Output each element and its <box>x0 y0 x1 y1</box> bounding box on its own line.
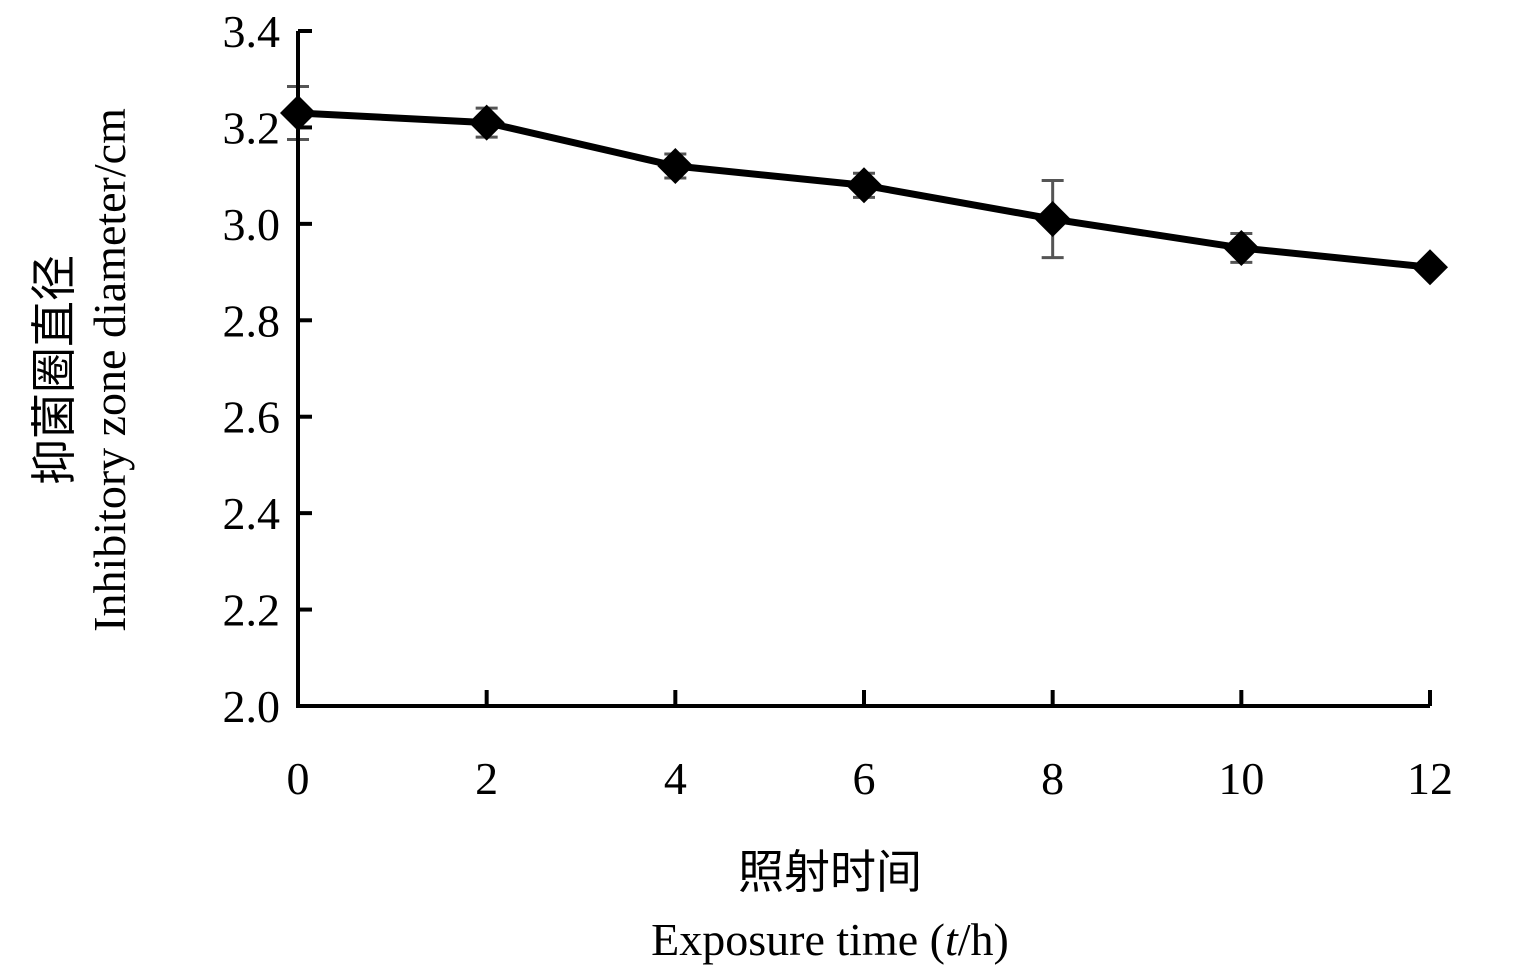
x-axis-title-en-prefix: Exposure time ( <box>651 914 945 965</box>
data-point <box>846 167 882 204</box>
y-tick-label: 3.2 <box>223 102 281 153</box>
y-tick-label: 2.0 <box>223 681 281 732</box>
x-tick-label: 8 <box>1041 753 1064 804</box>
y-tick-label: 3.4 <box>223 6 281 57</box>
y-tick-label: 2.4 <box>223 488 281 539</box>
data-point <box>1223 229 1260 266</box>
x-axis-title-en: Exposure time (t/h) <box>651 914 1009 965</box>
x-axis-title-cn: 照射时间 <box>738 847 922 898</box>
x-axis-ticks: 0 2 4 6 8 10 12 <box>287 690 1453 804</box>
y-tick-label: 2.6 <box>223 392 281 443</box>
data-point <box>1412 249 1448 286</box>
y-axis-title-en-group: Inhibitory zone diameter/cm <box>84 108 135 632</box>
y-axis-ticks: 2.0 2.2 2.4 2.6 2.8 3.0 3.2 3.4 <box>223 6 312 732</box>
x-tick-label: 2 <box>475 753 498 804</box>
x-tick-label: 6 <box>853 753 876 804</box>
data-markers <box>280 94 1448 286</box>
x-tick-label: 4 <box>664 753 687 804</box>
axes <box>296 31 1430 708</box>
y-tick-label: 2.2 <box>223 585 281 636</box>
y-axis-title-cn: 抑菌圈直径 <box>29 255 80 485</box>
x-tick-label: 10 <box>1218 753 1264 804</box>
x-tick-label: 12 <box>1407 753 1453 804</box>
x-axis-title-en-suffix: /h) <box>958 914 1009 965</box>
data-point <box>1034 201 1071 238</box>
y-tick-label: 3.0 <box>223 199 281 250</box>
x-tick-label: 0 <box>287 753 310 804</box>
y-axis-title-en: Inhibitory zone diameter/cm <box>84 108 135 632</box>
x-axis-title-en-var: t <box>945 914 959 965</box>
y-axis-title: 抑菌圈直径 <box>29 255 80 485</box>
y-tick-label: 2.8 <box>223 295 281 346</box>
data-point <box>468 104 505 141</box>
data-point <box>657 148 694 184</box>
